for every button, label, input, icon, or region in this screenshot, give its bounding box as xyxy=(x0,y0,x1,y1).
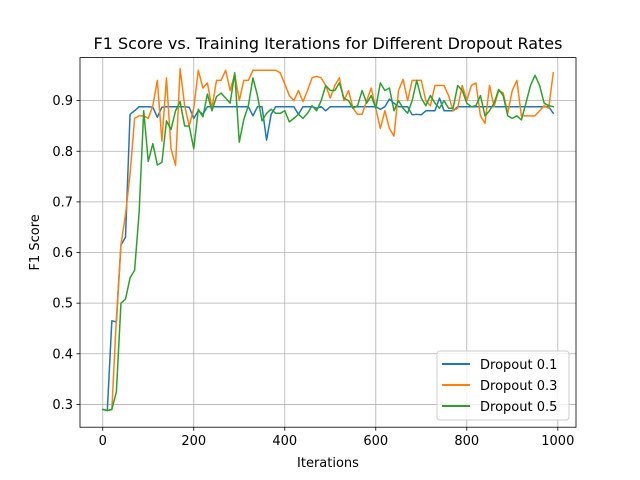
chart-title: F1 Score vs. Training Iterations for Dif… xyxy=(94,34,563,53)
x-tick-label: 0 xyxy=(99,434,107,449)
legend-label-dropout-0-1: Dropout 0.1 xyxy=(480,358,557,373)
plot-lines xyxy=(101,67,555,412)
x-tick-label: 400 xyxy=(272,434,297,449)
legend-label-dropout-0-3: Dropout 0.3 xyxy=(480,379,557,394)
y-tick-label: 0.9 xyxy=(52,94,73,109)
x-tick-label: 600 xyxy=(363,434,388,449)
x-tick-label: 200 xyxy=(181,434,206,449)
x-tick-label: 1000 xyxy=(541,434,574,449)
grid-lines xyxy=(80,57,576,428)
legend: Dropout 0.1 Dropout 0.3 Dropout 0.5 xyxy=(436,350,570,421)
x-tick-label: 800 xyxy=(454,434,479,449)
y-tick-label: 0.6 xyxy=(52,246,73,261)
series-line-dropout-0-5 xyxy=(101,72,555,412)
y-tick-label: 0.7 xyxy=(52,195,73,210)
x-axis-ticks: 0 200 400 600 800 1000 xyxy=(99,427,574,449)
axes-frame xyxy=(79,57,577,428)
y-axis-ticks: 0.3 0.4 0.5 0.6 0.7 0.8 0.9 xyxy=(52,94,80,413)
legend-label-dropout-0-5: Dropout 0.5 xyxy=(480,400,557,415)
legend-box xyxy=(436,350,570,421)
y-tick-label: 0.3 xyxy=(52,398,73,413)
y-tick-label: 0.4 xyxy=(52,347,73,362)
y-tick-label: 0.8 xyxy=(52,145,73,160)
y-axis-label: F1 Score xyxy=(28,214,43,270)
y-tick-label: 0.5 xyxy=(52,297,73,312)
x-axis-label: Iterations xyxy=(297,456,359,471)
